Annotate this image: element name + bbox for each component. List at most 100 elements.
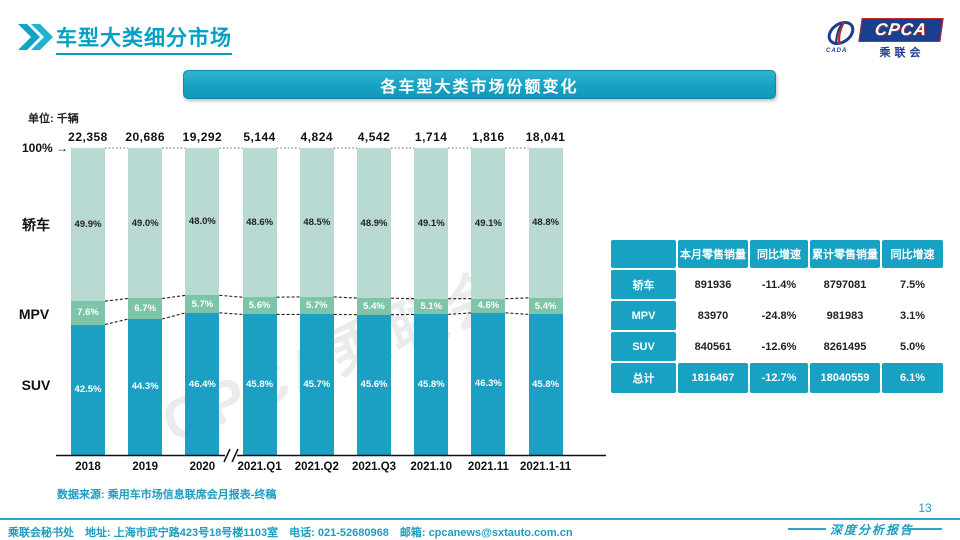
table-cell-轿车-0: 891936 <box>678 270 748 299</box>
bar-2020-segment-sedan: 48.0% <box>185 148 220 296</box>
table-total-cell-2: 18040559 <box>810 363 880 393</box>
bar-total-2021.Q2: 4,824 <box>300 130 334 144</box>
table-cell-轿车-1: -11.4% <box>750 270 808 299</box>
bar-2021.Q2-segment-mpv: 5.7% <box>299 296 334 315</box>
page-number: 13 <box>918 501 932 515</box>
x-axis-label-2021.Q3: 2021.Q3 <box>351 461 397 473</box>
bar-2021.10-segment-sedan: 49.1% <box>414 148 449 299</box>
x-axis-label-2021.10: 2021.10 <box>410 461 452 473</box>
table-cell-MPV-1: -24.8% <box>750 301 808 330</box>
table-row-label-SUV: SUV <box>611 332 676 361</box>
y-axis-100pct-label: 100% → <box>22 141 68 155</box>
bar-total-2021.Q1: 5,144 <box>243 130 276 144</box>
table-cell-SUV-2: 8261495 <box>810 332 880 361</box>
chart-banner-title: 各车型大类市场份额变化 <box>183 70 776 99</box>
sedan-mpv-boundary-connector <box>333 296 358 299</box>
bar-2021.11-segment-sedan: 49.1% <box>471 148 506 299</box>
table-row-label-轿车: 轿车 <box>611 270 676 299</box>
bar-2018-segment-suv: 42.5% <box>71 324 105 455</box>
bar-2021.Q1-segment-suv: 45.8% <box>242 314 277 455</box>
logo-sub-text: 乘联会 <box>879 47 925 59</box>
table-header-3: 累计零售销量 <box>810 240 880 268</box>
cpca-logo: CADA CPCA 乘联会 <box>816 12 946 60</box>
bar-2021.Q3-segment-mpv: 5.4% <box>357 298 391 315</box>
table-row-label-MPV: MPV <box>611 301 676 330</box>
report-label-right-dash <box>908 528 942 530</box>
sedan-mpv-boundary-connector <box>219 294 243 298</box>
mpv-suv-boundary-connector <box>162 312 186 320</box>
table-total-cell-0: 1816467 <box>678 363 748 393</box>
bar-2021.1-11-segment-suv: 45.8% <box>528 314 563 455</box>
mpv-suv-boundary-connector <box>219 312 243 315</box>
footer-contact-text: 乘联会秘书处 地址: 上海市武宁路423号18号楼1103室 电话: 021-5… <box>8 527 573 539</box>
bar-total-2021.11: 1,816 <box>472 130 505 144</box>
logo-cpca-text: CPCA <box>858 18 944 42</box>
page-title: 车型大类细分市场 <box>56 22 232 55</box>
bar-2020-segment-suv: 46.4% <box>185 312 220 456</box>
logo-icon-caption: CADA <box>826 48 848 54</box>
series-label-mpv: MPV <box>18 306 50 322</box>
mpv-suv-boundary-connector <box>104 318 129 326</box>
axis-break-slash <box>223 448 231 463</box>
y-ref-text: 100% <box>22 141 53 155</box>
table-header-4: 同比增速 <box>882 240 943 268</box>
series-label-suv: SUV <box>21 377 51 393</box>
table-cell-MPV-3: 3.1% <box>882 301 943 330</box>
table-total-cell-1: -12.7% <box>750 363 808 393</box>
double-chevron-icon <box>18 24 54 55</box>
report-type-label: 深度分析报告 <box>830 523 915 537</box>
table-cell-MPV-2: 981983 <box>810 301 880 330</box>
bar-2021.1-11-segment-sedan: 48.8% <box>528 148 563 298</box>
bar-2018-segment-sedan: 49.9% <box>71 148 105 302</box>
sedan-mpv-boundary-connector <box>390 297 415 300</box>
table-header-2: 同比增速 <box>750 240 808 268</box>
report-label-left-dash <box>788 528 826 530</box>
bar-2020-segment-mpv: 5.7% <box>185 295 220 313</box>
sedan-mpv-boundary-connector <box>104 297 129 302</box>
bar-2019-segment-mpv: 6.7% <box>128 298 163 319</box>
table-cell-轿车-3: 7.5% <box>882 270 943 299</box>
bar-2021.Q1-segment-mpv: 5.6% <box>242 297 277 315</box>
table-total-cell-3: 6.1% <box>882 363 943 393</box>
bar-total-2019: 20,686 <box>125 130 166 144</box>
data-source-note: 数据来源: 乘用车市场信息联席会月报表-终稿 <box>57 489 277 501</box>
bar-2021.Q3-segment-sedan: 48.9% <box>357 148 391 299</box>
bar-2019-segment-sedan: 49.0% <box>128 148 163 299</box>
cpca-logo-swoosh-icon <box>824 16 858 55</box>
footer-divider <box>0 518 960 520</box>
table-cell-MPV-0: 83970 <box>678 301 748 330</box>
x-axis-label-2018: 2018 <box>75 461 101 473</box>
table-cell-SUV-0: 840561 <box>678 332 748 361</box>
sedan-mpv-boundary-connector <box>162 294 186 299</box>
table-cell-轿车-2: 8797081 <box>810 270 880 299</box>
bar-2021.11-segment-mpv: 4.6% <box>471 298 506 313</box>
axis-break-slash <box>231 448 239 463</box>
right-arrow-icon: → <box>56 141 69 155</box>
x-axis-label-2021.Q2: 2021.Q2 <box>294 461 339 473</box>
table-header-1: 本月零售销量 <box>678 240 748 268</box>
bar-2021.Q3-segment-suv: 45.6% <box>357 314 391 455</box>
bar-total-2020: 19,292 <box>182 130 223 144</box>
bar-2019-segment-suv: 44.3% <box>128 318 163 455</box>
bar-2021.Q2-segment-sedan: 48.5% <box>299 148 334 297</box>
market-summary-table: 本月零售销量 同比增速 累计零售销量 同比增速 轿车 891936 -11.4% 879708… <box>611 240 943 393</box>
bar-2021.1-11-segment-mpv: 5.4% <box>528 297 563 315</box>
axis-break-gap <box>225 449 237 462</box>
series-label-sedan: 轿车 <box>22 217 50 233</box>
unit-label: 单位: 千辆 <box>28 113 79 125</box>
mpv-suv-boundary-connector <box>448 312 472 315</box>
table-corner-cell <box>611 240 676 268</box>
bar-2021.10-segment-mpv: 5.1% <box>414 298 449 315</box>
x-axis-label-2021.11: 2021.11 <box>467 461 509 473</box>
x-axis-label-2020: 2020 <box>189 461 216 473</box>
bar-2018-segment-mpv: 7.6% <box>71 301 105 325</box>
table-cell-SUV-1: -12.6% <box>750 332 808 361</box>
watermark-chart: CPCA乘联会 <box>153 258 518 456</box>
bar-2021.Q2-segment-suv: 45.7% <box>299 314 334 455</box>
bar-2021.11-segment-suv: 46.3% <box>471 312 506 455</box>
bar-total-2021.1-11: 18,041 <box>525 130 566 144</box>
bar-total-2021.Q3: 4,542 <box>357 130 391 144</box>
x-axis-label-2021.1-11: 2021.1-11 <box>520 461 572 473</box>
bar-total-2021.10: 1,714 <box>414 130 448 144</box>
x-axis-label-2021.Q1: 2021.Q1 <box>237 461 282 473</box>
